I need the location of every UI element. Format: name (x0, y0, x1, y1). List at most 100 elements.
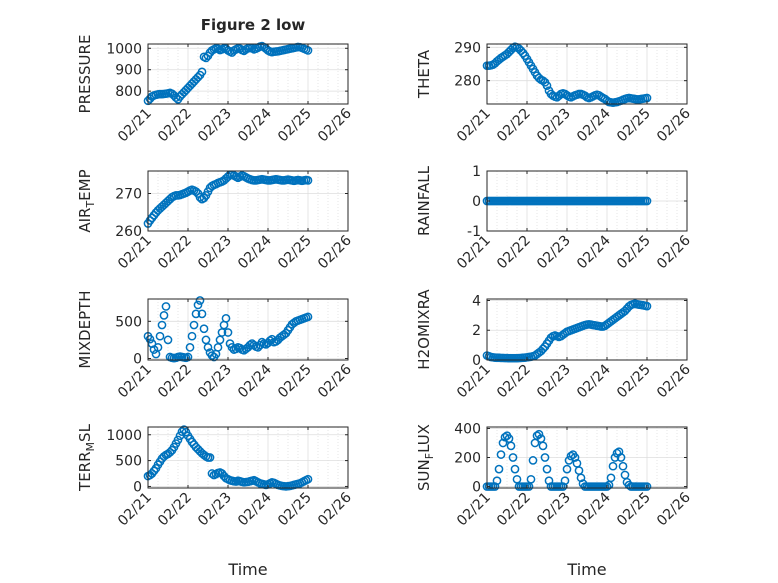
axes-box (486, 298, 688, 361)
data-point (205, 453, 215, 462)
axes-box (147, 170, 349, 232)
y-tick-label: -1 (467, 224, 481, 240)
data-point (570, 453, 580, 462)
data-point (203, 343, 213, 352)
data-point (153, 343, 163, 352)
y-axis-label: H2OMIXRA (415, 289, 433, 370)
y-tick-label: 260 (115, 224, 142, 240)
y-tick-label: 200 (454, 451, 481, 467)
data-point (303, 474, 313, 484)
data-point (576, 473, 586, 483)
y-tick-label: 0 (472, 194, 481, 210)
series-markers (143, 170, 313, 228)
data-point (265, 336, 275, 346)
y-tick-label: 500 (115, 314, 142, 330)
data-point (540, 453, 550, 462)
data-point (303, 312, 313, 322)
data-point (490, 482, 500, 491)
data-point (560, 476, 570, 486)
data-point (642, 196, 652, 206)
y-tick-label: 0 (472, 480, 481, 496)
data-point (195, 296, 205, 305)
data-point (189, 320, 199, 330)
data-point (538, 441, 548, 451)
data-point (508, 453, 518, 462)
data-point (193, 300, 203, 310)
y-tick-label: 500 (115, 454, 142, 470)
axes-box (147, 43, 349, 105)
data-point (193, 72, 203, 82)
series-markers (482, 299, 652, 363)
y-tick-label: 1000 (106, 428, 142, 444)
data-point (496, 450, 506, 459)
data-point (566, 451, 576, 461)
y-axis-label: AIRTEMP (76, 169, 97, 232)
y-tick-label: 290 (454, 40, 481, 56)
grid (486, 299, 688, 361)
y-tick-label: 2 (472, 323, 481, 339)
data-point (492, 476, 502, 486)
data-point (494, 464, 504, 474)
data-point (500, 432, 510, 442)
data-point (145, 334, 155, 344)
y-tick-label: 0 (133, 479, 142, 495)
data-point (542, 81, 552, 91)
x-axis-label: Time (227, 560, 267, 579)
data-point (245, 340, 255, 350)
y-axis-label: SUNFLUX (415, 424, 436, 491)
data-point (201, 53, 211, 63)
data-point (606, 473, 616, 483)
data-point (191, 309, 201, 319)
data-point (510, 464, 520, 474)
data-point (642, 482, 652, 491)
data-point (177, 427, 187, 436)
data-point (157, 320, 167, 330)
data-point (544, 476, 554, 486)
data-point (161, 302, 171, 311)
y-tick-label: 280 (454, 74, 481, 90)
data-point (221, 313, 231, 323)
series-markers (482, 196, 652, 206)
data-point (231, 344, 241, 354)
y-tick-label: 270 (115, 187, 142, 203)
y-tick-label: 1000 (106, 41, 142, 57)
data-point (562, 464, 572, 474)
data-point (197, 67, 207, 77)
data-point (197, 309, 207, 319)
y-tick-label: 4 (472, 293, 481, 309)
data-point (534, 429, 544, 439)
y-tick-label: 900 (115, 63, 142, 79)
data-point (173, 435, 183, 445)
data-point (223, 328, 233, 337)
data-point (614, 447, 624, 457)
data-point (183, 352, 193, 362)
data-point (227, 343, 237, 352)
y-tick-label: 1 (472, 164, 481, 180)
data-point (608, 461, 618, 471)
y-axis-label: PRESSURE (76, 35, 94, 114)
data-point (498, 438, 508, 448)
data-point (155, 331, 165, 341)
axes-box (486, 43, 688, 105)
y-axis-label: THETA (415, 49, 433, 99)
y-tick-label: 0 (133, 352, 142, 368)
y-tick-label: 0 (472, 353, 481, 369)
data-point (528, 456, 538, 465)
y-tick-label: 400 (454, 421, 481, 437)
y-axis-label: MIXDEPTH (76, 290, 94, 368)
data-point (187, 331, 197, 341)
data-point (602, 482, 612, 491)
data-point (159, 311, 169, 320)
data-point (185, 343, 195, 352)
axes-box (147, 426, 349, 489)
data-point (207, 351, 217, 360)
figure-title: Figure 2 low (201, 16, 306, 34)
data-point (199, 324, 209, 334)
data-point (207, 469, 217, 478)
data-point (642, 301, 652, 311)
series-markers (143, 296, 313, 363)
data-point (506, 441, 516, 451)
data-point (542, 464, 552, 474)
